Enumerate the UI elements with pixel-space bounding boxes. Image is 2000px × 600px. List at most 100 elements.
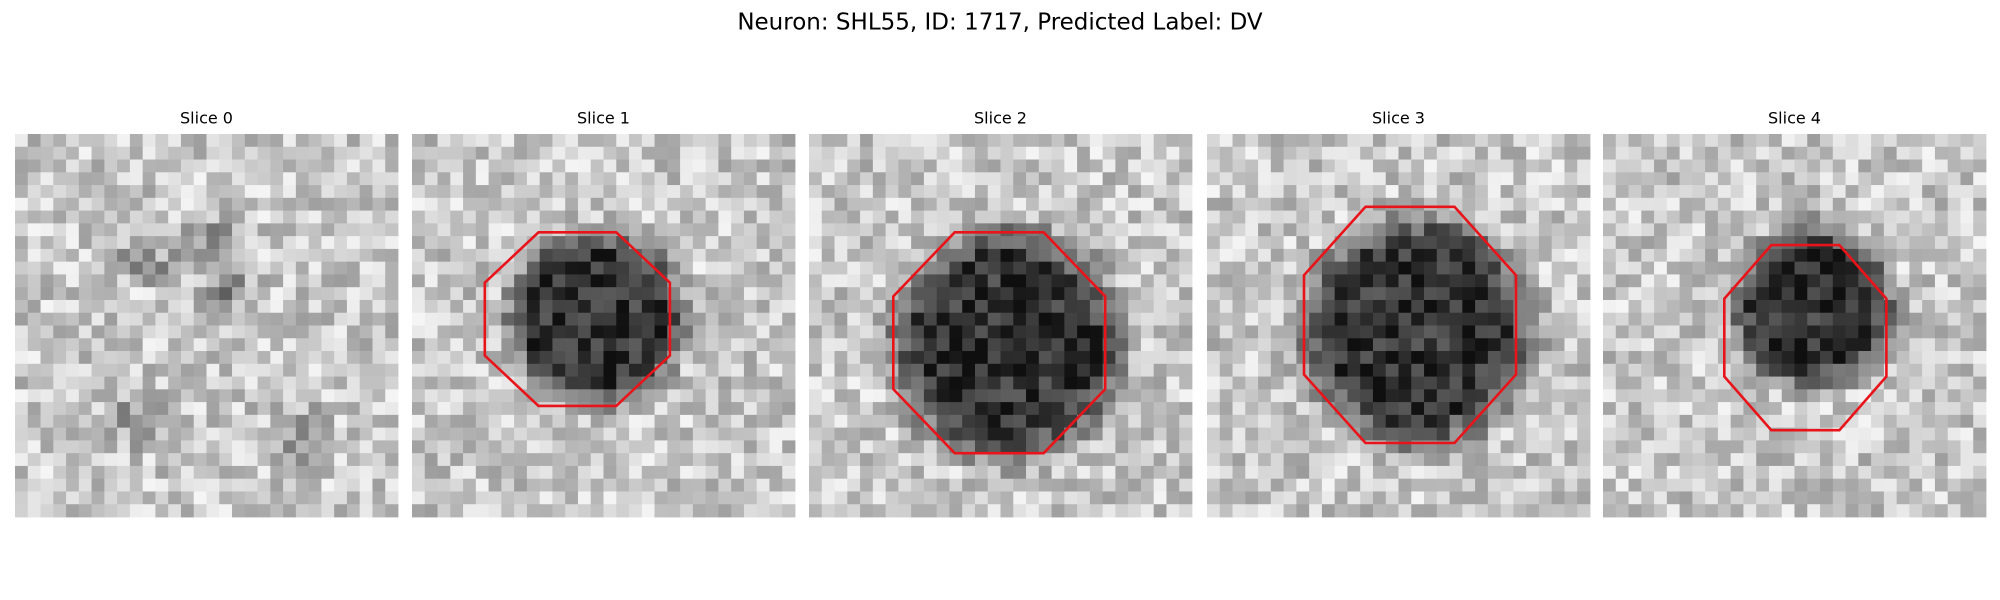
pixel <box>1615 465 1629 480</box>
pixel <box>1166 491 1180 505</box>
roi-contour <box>1723 243 1888 432</box>
pixel <box>1934 274 1949 288</box>
pixel <box>1538 491 1553 505</box>
pixel <box>1526 172 1540 186</box>
pixel <box>692 351 707 365</box>
pixel <box>104 274 118 288</box>
pixel <box>1321 504 1336 518</box>
pixel <box>1922 453 1936 467</box>
pixel <box>1487 402 1502 416</box>
pixel <box>923 287 938 301</box>
pixel <box>809 351 823 365</box>
pixel <box>1564 312 1578 326</box>
pixel <box>1219 172 1233 186</box>
pixel <box>129 197 144 211</box>
pixel <box>1973 146 1987 160</box>
pixel <box>1026 440 1040 454</box>
pixel <box>1858 465 1872 480</box>
pixel <box>692 389 707 403</box>
pixel <box>1038 146 1052 160</box>
pixel <box>1960 325 1974 339</box>
pixel <box>193 465 207 480</box>
pixel <box>1245 440 1259 454</box>
pixel <box>1756 478 1770 492</box>
pixel <box>1309 440 1323 454</box>
pixel <box>168 261 182 275</box>
pixel <box>206 312 220 326</box>
pixel <box>1743 465 1757 480</box>
pixel <box>155 491 169 505</box>
pixel <box>283 159 297 173</box>
pixel <box>219 402 233 416</box>
pixel <box>680 287 694 301</box>
pixel <box>769 223 783 237</box>
pixel <box>501 172 515 186</box>
pixel <box>1115 185 1129 199</box>
pixel <box>321 453 335 467</box>
pixel <box>1666 453 1680 467</box>
pixel <box>809 325 823 339</box>
pixel <box>244 338 258 352</box>
pixel <box>1934 440 1949 454</box>
pixel <box>321 504 335 518</box>
pixel <box>117 134 131 148</box>
pixel <box>424 453 438 467</box>
pixel <box>1973 274 1987 288</box>
pixel <box>1705 351 1719 365</box>
pixel <box>1102 159 1116 173</box>
pixel <box>40 287 54 301</box>
pixel <box>1832 402 1846 416</box>
pixel <box>1628 172 1642 186</box>
pixel <box>743 287 758 301</box>
pixel <box>219 287 233 301</box>
pixel <box>283 376 297 390</box>
pixel <box>385 236 399 250</box>
pixel <box>1615 491 1629 505</box>
pixel <box>1666 248 1680 263</box>
pixel <box>257 287 271 301</box>
pixel <box>450 312 464 326</box>
pixel <box>1283 465 1297 480</box>
pixel <box>1321 287 1336 301</box>
pixel <box>168 363 182 377</box>
pixel <box>372 427 386 441</box>
pixel <box>385 248 399 263</box>
pixel <box>629 197 643 211</box>
pixel <box>270 236 284 250</box>
pixel <box>1283 134 1297 148</box>
pixel <box>1115 146 1129 160</box>
pixel <box>539 146 553 160</box>
pixel <box>1641 351 1655 365</box>
pixel <box>91 299 105 314</box>
pixel <box>1820 248 1834 263</box>
pixel <box>565 287 579 301</box>
pixel <box>1258 146 1272 160</box>
pixel <box>603 338 617 352</box>
pixel <box>769 351 783 365</box>
pixel <box>1013 223 1027 237</box>
pixel <box>1756 172 1770 186</box>
pixel <box>1321 197 1336 211</box>
pixel <box>1692 248 1706 263</box>
pixel <box>27 185 41 199</box>
pixel <box>782 223 796 237</box>
pixel <box>1436 389 1450 403</box>
pixel <box>680 185 694 199</box>
pixel <box>911 376 925 390</box>
pixel <box>1436 261 1450 275</box>
pixel <box>1679 478 1693 492</box>
pixel <box>1475 261 1489 275</box>
pixel <box>654 274 668 288</box>
pixel <box>155 248 169 263</box>
pixel <box>463 376 477 390</box>
pixel <box>1372 210 1387 224</box>
pixel <box>1000 299 1014 314</box>
pixel <box>1641 376 1655 390</box>
pixel <box>232 427 246 441</box>
pixel <box>1089 491 1104 505</box>
pixel <box>193 299 207 314</box>
pixel <box>629 299 643 314</box>
pixel <box>1296 197 1310 211</box>
pixel <box>193 274 207 288</box>
pixel <box>1820 363 1834 377</box>
